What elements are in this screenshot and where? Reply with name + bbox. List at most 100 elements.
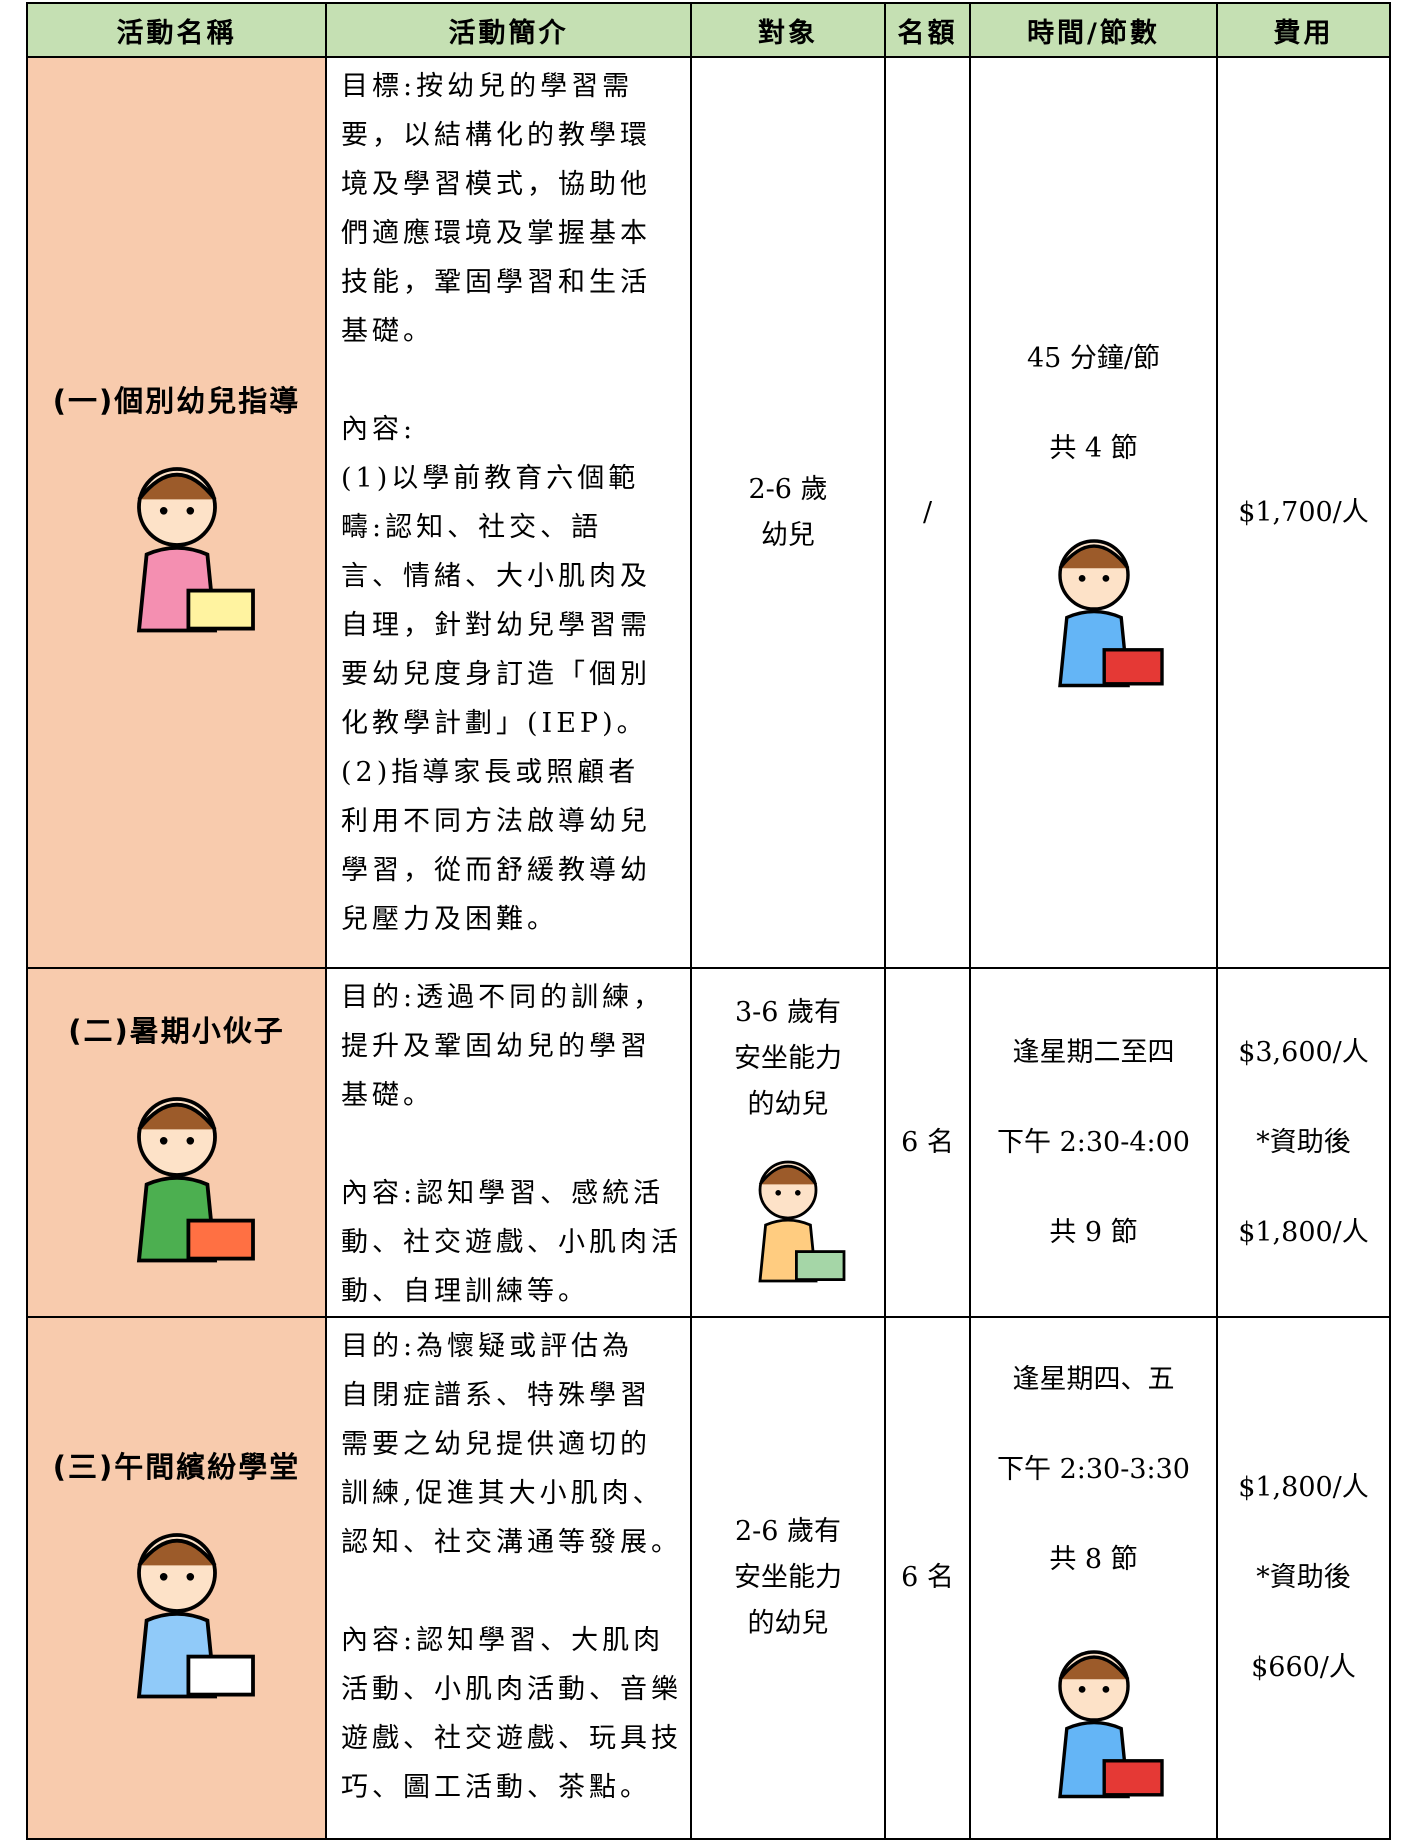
cartoon — [136, 467, 255, 633]
quota-cell: / — [884, 56, 971, 969]
target-line: 的幼兒 — [747, 1089, 829, 1120]
description-line: 動、自理訓練等。 — [341, 1276, 589, 1307]
header-cell: 對象 — [690, 2, 886, 58]
description-line: 需要之幼兒提供適切的 — [341, 1429, 651, 1460]
target-wrap: 2-6 歲幼兒 — [692, 467, 884, 559]
cartoon — [1057, 539, 1164, 688]
name-cell: (一)個別幼兒指導 — [26, 56, 327, 969]
description-line: 內容:認知學習、感統活 — [341, 1178, 665, 1209]
time-line: 下午 2:30-4:00 — [997, 1126, 1190, 1158]
quota: / — [922, 496, 933, 528]
cartoon — [136, 1097, 255, 1263]
target-wrap: 3-6 歲有 安坐能力的幼兒 — [692, 990, 884, 1295]
description-line: 要，以結構化的教學環 — [341, 120, 651, 151]
description-line: 目的:為懷疑或評估為 — [341, 1331, 634, 1362]
fee-wrap: $1,700/人 — [1218, 468, 1389, 558]
activity-table: 活動名稱 活動簡介 對象 名額 時間/節數 費用 (一)個別幼兒指導 目標:按幼兒的學習需… — [26, 2, 1391, 1840]
time-line: 逢星期二至四 — [1012, 1036, 1175, 1068]
target-line: 3-6 歲有 — [734, 997, 842, 1028]
description-line: 境及學習模式，協助他 — [341, 169, 651, 200]
time-wrap: 45 分鐘/節共 4 節 — [971, 314, 1216, 711]
spacer — [341, 1567, 682, 1616]
description-line: 兒壓力及困難。 — [341, 904, 558, 935]
target-cell: 3-6 歲有 安坐能力的幼兒 — [690, 967, 886, 1318]
illustration — [82, 450, 272, 647]
description-line: 認知、社交溝通等發展。 — [341, 1527, 682, 1558]
row: (三)午間繽紛學堂 目的:為懷疑或評估為 自閉症譜系、特殊學習 需要之幼兒提供適切的… — [26, 1316, 1391, 1840]
cartoon — [136, 1532, 255, 1698]
quota: 6 名 — [901, 1126, 954, 1158]
description-line: 自閉症譜系、特殊學習 — [341, 1380, 651, 1411]
description-line: 技能，鞏固學習和生活 — [341, 267, 651, 298]
description-line: 化教學計劃」(IEP)。 — [341, 708, 648, 739]
quota-wrap: 6 名 — [886, 1120, 969, 1166]
name-cell: (二)暑期小伙子 — [26, 967, 327, 1318]
quota: 6 名 — [901, 1562, 954, 1593]
illustration — [971, 514, 1216, 711]
time-line: 共 8 節 — [1049, 1543, 1138, 1575]
target-cell: 2-6 歲有 安坐能力 的幼兒 — [690, 1316, 886, 1840]
fee-line: $1,800/人 — [1238, 1472, 1369, 1503]
description-line: (1)以學前教育六個範 — [341, 463, 640, 494]
description-line: 基礎。 — [341, 316, 434, 347]
header-cell: 時間/節數 — [969, 2, 1218, 58]
fee-cell: $1,800/人 *資助後 $660/人 — [1216, 1316, 1391, 1840]
activity-name: (二)暑期小伙子 — [68, 1014, 285, 1048]
description-line: 目的:透過不同的訓練， — [341, 982, 665, 1013]
quota-wrap: 6 名 — [886, 1555, 969, 1601]
description-line: 言、情緒、大小肌肉及 — [341, 561, 651, 592]
header-cell: 名額 — [884, 2, 971, 58]
fee-line: $660/人 — [1251, 1652, 1356, 1683]
quota-cell: 6 名 — [884, 1316, 971, 1840]
illustration — [82, 1080, 272, 1277]
description-cell: 目標:按幼兒的學習需 要，以結構化的教學環 境及學習模式，協助他 們適應環境及掌握基本… — [325, 56, 692, 969]
activity-name: (三)午間繽紛學堂 — [52, 1449, 301, 1484]
fee-line: $1,800/人 — [1238, 1216, 1369, 1248]
activity-name: (一)個別幼兒指導 — [52, 384, 301, 418]
description-line: 要幼兒度身訂造「個別 — [341, 659, 651, 690]
quota-wrap: / — [886, 490, 969, 536]
target-line: 安坐能力 — [734, 1043, 842, 1074]
fee-line: *資助後 — [1256, 1126, 1351, 1158]
header-row: 活動名稱 活動簡介 對象 名額 時間/節數 費用 — [26, 2, 1391, 58]
description-line: (2)指導家長或照顧者 — [341, 757, 640, 788]
header-cell: 費用 — [1216, 2, 1391, 58]
row: (一)個別幼兒指導 目標:按幼兒的學習需 要，以結構化的教學環 境及學習模式，協助他… — [26, 56, 1391, 969]
description-line: 利用不同方法啟導幼兒 — [341, 806, 651, 837]
target-line: 幼兒 — [761, 519, 815, 551]
time-wrap: 逢星期四、五 下午 2:30-3:30 共 8 節 — [971, 1335, 1216, 1822]
quota-cell: 6 名 — [884, 967, 971, 1318]
description-line: 內容:認知學習、大肌肉 — [341, 1625, 665, 1656]
description-cell: 目的:為懷疑或評估為 自閉症譜系、特殊學習 需要之幼兒提供適切的 訓練,促進其大小肌肉… — [325, 1316, 692, 1840]
time-line: 共 9 節 — [1049, 1216, 1138, 1248]
description-line: 自理，針對幼兒學習需 — [341, 610, 651, 641]
fee-wrap: $1,800/人 *資助後 $660/人 — [1218, 1443, 1389, 1713]
fee-cell: $3,600/人 *資助後 $1,800/人 — [1216, 967, 1391, 1318]
target-line: 的幼兒 — [747, 1608, 829, 1639]
target-wrap: 2-6 歲有 安坐能力 的幼兒 — [692, 1509, 884, 1647]
illustration — [692, 1148, 884, 1295]
spacer — [341, 1120, 682, 1169]
cartoon — [1057, 1649, 1164, 1798]
description-line: 疇:認知、社交、語 — [341, 512, 603, 543]
time-cell: 逢星期二至四 下午 2:30-4:00 共 9 節 — [969, 967, 1218, 1318]
row: (二)暑期小伙子 目的:透過不同的訓練， 提升及鞏固幼兒的學習 基礎。 內容:認知學習… — [26, 967, 1391, 1318]
time-cell: 45 分鐘/節共 4 節 — [969, 56, 1218, 969]
description-line: 們適應環境及掌握基本 — [341, 218, 651, 249]
time-line: 逢星期四、五 — [1012, 1363, 1175, 1395]
time-line: 下午 2:30-3:30 — [997, 1453, 1190, 1485]
spacer — [341, 356, 682, 405]
time-line: 45 分鐘/節 — [1026, 343, 1161, 374]
target-line: 2-6 歲有 — [734, 1516, 842, 1547]
description-line: 學習，從而舒緩教導幼 — [341, 855, 651, 886]
name-wrap: (二)暑期小伙子 — [28, 1008, 325, 1277]
description-line: 動、社交遊戲、小肌肉活 — [341, 1227, 682, 1258]
name-cell: (三)午間繽紛學堂 — [26, 1316, 327, 1840]
header-cell: 活動簡介 — [325, 2, 692, 58]
description-line: 基礎。 — [341, 1080, 434, 1111]
target-cell: 2-6 歲幼兒 — [690, 56, 886, 969]
description-line: 活動、小肌肉活動、音樂 — [341, 1674, 682, 1705]
illustration — [82, 1516, 272, 1713]
name-wrap: (一)個別幼兒指導 — [28, 378, 325, 647]
